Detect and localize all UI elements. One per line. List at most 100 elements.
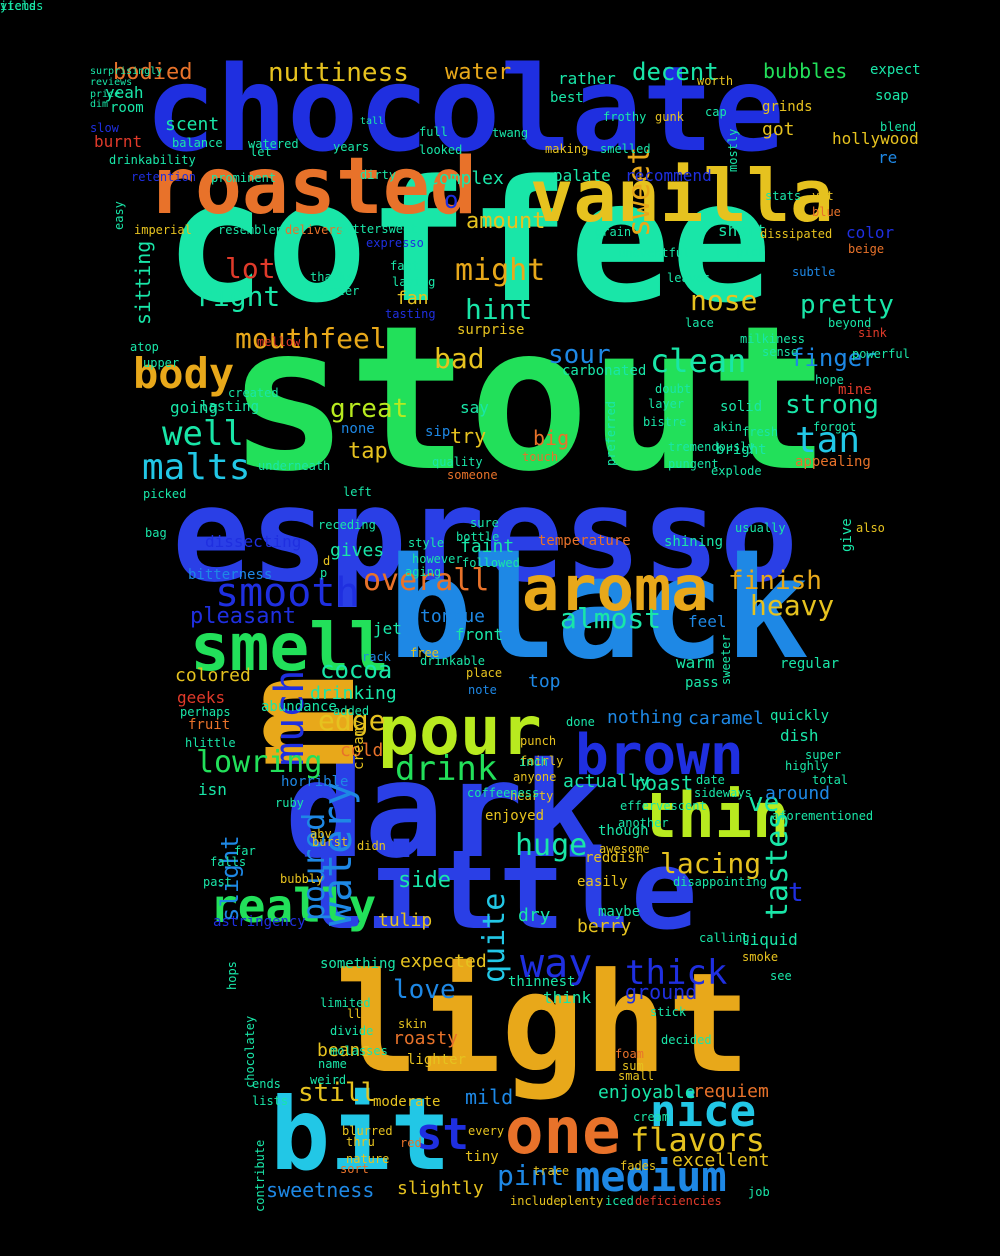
word-190: leaves <box>667 271 711 285</box>
word-187: uneventful <box>618 246 691 260</box>
word-125: rather <box>558 69 616 88</box>
word-172: thanks <box>310 270 354 284</box>
word-18: medium <box>575 1152 727 1201</box>
word-52: great <box>330 394 409 424</box>
word-1: stout <box>228 283 831 516</box>
word-108: pass <box>685 675 719 691</box>
word-291: bag <box>145 526 167 540</box>
word-277: mostly <box>726 128 740 172</box>
word-33: huge <box>515 828 588 863</box>
word-246: limited <box>320 996 371 1010</box>
word-32: thick <box>625 953 728 993</box>
word-178: bittersweet <box>338 222 418 236</box>
word-74: bubbles <box>763 59 848 83</box>
word-221: atop <box>130 340 159 354</box>
word-274: frothy <box>603 110 647 124</box>
word-218: picked <box>143 487 187 501</box>
word-50: finger <box>790 344 877 372</box>
word-63: ground <box>625 980 698 1004</box>
word-94: roast <box>633 771 694 795</box>
word-122: carbonated <box>562 363 647 379</box>
word-265: trace <box>533 1164 570 1178</box>
word-195: sense <box>762 345 799 359</box>
word-25: smooth <box>215 570 360 616</box>
word-126: best <box>550 90 584 106</box>
word-20: really <box>210 879 377 933</box>
word-262: calling <box>699 931 750 945</box>
word-231: awesome <box>599 842 650 856</box>
word-66: mild <box>465 1085 514 1109</box>
word-111: bitterness <box>188 567 273 583</box>
word-62: love <box>393 975 456 1005</box>
word-93: tulip <box>378 910 433 931</box>
word-276: cap <box>705 105 727 119</box>
word-307: let <box>250 145 272 159</box>
word-193: lace <box>685 316 714 330</box>
word-19: nice <box>650 1086 756 1137</box>
word-119: solid <box>720 399 763 415</box>
word-222: created <box>228 386 279 400</box>
word-161: every <box>468 1124 505 1138</box>
word-158: lighter <box>407 1052 467 1068</box>
word-176: resemblence <box>218 223 298 237</box>
word-11: aroma <box>522 552 709 625</box>
word-95: actually <box>563 771 650 792</box>
word-316: price <box>90 89 121 100</box>
word-13: brown <box>575 723 744 788</box>
word-2: espresso <box>172 459 799 611</box>
word-268: sum <box>622 1059 644 1073</box>
word-261: ll <box>347 1007 362 1021</box>
word-156: thinnest <box>508 974 576 990</box>
word-179: expresso <box>366 236 424 250</box>
word-147: creamy <box>351 719 367 770</box>
word-89: scent <box>165 114 220 135</box>
word-196: powerful <box>852 347 910 361</box>
word-120: bright <box>716 442 767 458</box>
word-232: effervescent <box>620 799 707 813</box>
word-253: sort <box>340 1162 369 1176</box>
word-197: sink <box>858 326 887 340</box>
word-301: rack <box>362 650 391 664</box>
word-10: vanilla <box>530 154 834 238</box>
word-217: underneath <box>258 459 331 473</box>
word-101: colored <box>175 665 251 686</box>
word-154: give <box>839 518 855 552</box>
word-121: appealing <box>795 454 871 470</box>
word-216: left <box>343 485 372 499</box>
word-60: side <box>398 868 451 893</box>
word-47: pretty <box>800 290 894 320</box>
word-204: forgot <box>813 420 857 434</box>
word-69: around <box>765 783 831 804</box>
word-252: nature <box>346 1152 390 1166</box>
word-14: smell <box>190 609 389 686</box>
word-168: disappointing <box>673 875 767 889</box>
word-130: re <box>878 148 898 167</box>
word-240: burst <box>312 835 349 849</box>
word-129: hollywood <box>832 129 919 148</box>
word-116: say <box>460 398 489 417</box>
word-224: punch <box>520 734 557 748</box>
word-242: bubbly <box>280 872 324 886</box>
word-254: red <box>400 1136 422 1150</box>
word-71: bodied <box>113 60 193 85</box>
word-136: palate <box>553 166 611 185</box>
word-212: sure <box>470 516 499 530</box>
word-88: complex <box>428 168 504 189</box>
word-27: tan <box>795 420 861 461</box>
word-293: perhaps <box>180 705 231 719</box>
word-296: style <box>408 536 445 550</box>
word-55: finish <box>728 566 822 596</box>
word-104: front <box>455 625 504 644</box>
word-207: explode <box>711 464 762 478</box>
word-192: beyond <box>828 316 872 330</box>
word-225: fairly <box>520 754 564 768</box>
word-4: black <box>388 528 810 691</box>
word-286: watered <box>248 137 299 151</box>
word-318: items <box>0 0 37 13</box>
word-84: tap <box>348 439 388 464</box>
word-180: easy <box>112 201 126 230</box>
word-264: see <box>770 969 792 983</box>
word-135: burnt <box>94 132 143 151</box>
word-65: still <box>298 1078 377 1108</box>
